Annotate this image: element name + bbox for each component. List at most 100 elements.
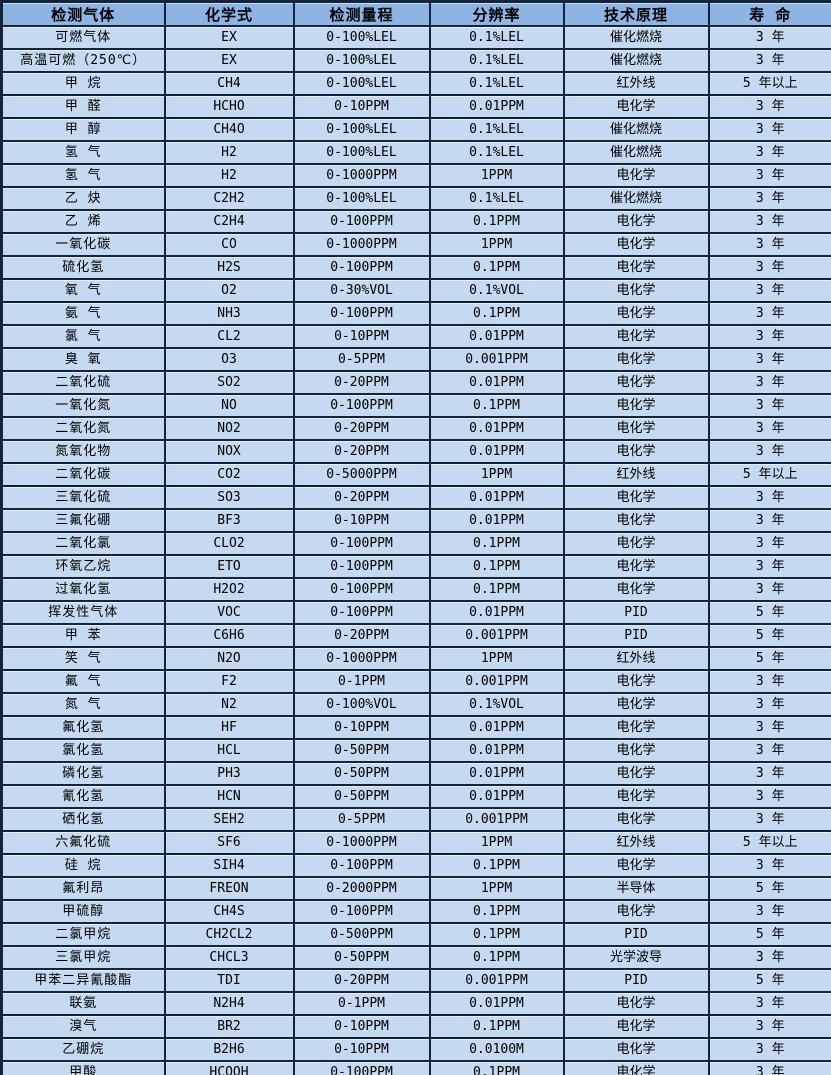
lifespan-cell: 3 年 [707,301,831,326]
gas-name-cell: 硫化氢 [0,255,166,280]
gas-name-cell: 笑 气 [0,646,166,671]
gas-name-cell: 二氧化碳 [0,462,166,487]
principle-cell: 催化燃烧 [562,25,710,50]
lifespan-cell: 3 年 [707,416,831,441]
gas-name-cell: 二氧化氮 [0,416,166,441]
resolution-cell: 0.1PPM [428,393,565,418]
range-cell: 0-1000PPM [292,646,431,671]
col-header-gas-name: 检测气体 [0,0,166,27]
lifespan-cell: 3 年 [707,738,831,763]
range-cell: 0-100%LEL [292,71,431,96]
range-cell: 0-20PPM [292,623,431,648]
resolution-cell: 0.1PPM [428,1060,565,1075]
gas-name-cell: 氨 气 [0,301,166,326]
formula-cell: HCN [163,784,295,809]
formula-cell: N2 [163,692,295,717]
principle-cell: 电化学 [562,439,710,464]
principle-cell: 电化学 [562,738,710,763]
table-row: 氢 气 H2 0-100%LEL 0.1%LEL 催化燃烧 3 年 [0,140,831,165]
resolution-cell: 0.1PPM [428,554,565,579]
formula-cell: CL2 [163,324,295,349]
principle-cell: PID [562,600,710,625]
gas-name-cell: 硒化氢 [0,807,166,832]
range-cell: 0-10PPM [292,1037,431,1062]
resolution-cell: 0.1%LEL [428,117,565,142]
gas-name-cell: 氟利昂 [0,876,166,901]
range-cell: 0-10PPM [292,324,431,349]
resolution-cell: 0.1%LEL [428,71,565,96]
formula-cell: NH3 [163,301,295,326]
gas-name-cell: 氧 气 [0,278,166,303]
gas-name-cell: 氢 气 [0,163,166,188]
resolution-cell: 1PPM [428,830,565,855]
table-row: 六氟化硫 SF6 0-1000PPM 1PPM 红外线 5 年以上 [0,830,831,855]
table-row: 磷化氢 PH3 0-50PPM 0.01PPM 电化学 3 年 [0,761,831,786]
gas-name-cell: 乙 烯 [0,209,166,234]
gas-name-cell: 甲 醛 [0,94,166,119]
principle-cell: 电化学 [562,255,710,280]
range-cell: 0-20PPM [292,370,431,395]
principle-cell: 催化燃烧 [562,117,710,142]
resolution-cell: 0.01PPM [428,416,565,441]
lifespan-cell: 3 年 [707,370,831,395]
lifespan-cell: 3 年 [707,991,831,1016]
range-cell: 0-100PPM [292,577,431,602]
resolution-cell: 0.01PPM [428,784,565,809]
table-row: 氧 气 O2 0-30%VOL 0.1%VOL 电化学 3 年 [0,278,831,303]
gas-name-cell: 氟 气 [0,669,166,694]
resolution-cell: 0.001PPM [428,347,565,372]
lifespan-cell: 3 年 [707,853,831,878]
gas-name-cell: 乙硼烷 [0,1037,166,1062]
formula-cell: CHCL3 [163,945,295,970]
gas-name-cell: 二氧化氯 [0,531,166,556]
principle-cell: 电化学 [562,370,710,395]
range-cell: 0-100%LEL [292,25,431,50]
formula-cell: HCOOH [163,1060,295,1075]
lifespan-cell: 3 年 [707,784,831,809]
formula-cell: CO [163,232,295,257]
table-row: 氢 气 H2 0-1000PPM 1PPM 电化学 3 年 [0,163,831,188]
lifespan-cell: 3 年 [707,692,831,717]
principle-cell: 电化学 [562,853,710,878]
lifespan-cell: 3 年 [707,117,831,142]
resolution-cell: 0.1%LEL [428,48,565,73]
table-row: 三氟化硼 BF3 0-10PPM 0.01PPM 电化学 3 年 [0,508,831,533]
range-cell: 0-100%LEL [292,117,431,142]
lifespan-cell: 3 年 [707,163,831,188]
table-row: 溴气 BR2 0-10PPM 0.1PPM 电化学 3 年 [0,1014,831,1039]
formula-cell: CH4O [163,117,295,142]
resolution-cell: 0.01PPM [428,94,565,119]
formula-cell: N2O [163,646,295,671]
lifespan-cell: 5 年 [707,876,831,901]
gas-name-cell: 甲硫醇 [0,899,166,924]
principle-cell: 电化学 [562,761,710,786]
principle-cell: 电化学 [562,1014,710,1039]
table-row: 二氧化碳 CO2 0-5000PPM 1PPM 红外线 5 年以上 [0,462,831,487]
lifespan-cell: 3 年 [707,485,831,510]
range-cell: 0-50PPM [292,761,431,786]
range-cell: 0-5PPM [292,347,431,372]
principle-cell: 电化学 [562,347,710,372]
range-cell: 0-100PPM [292,255,431,280]
range-cell: 0-1PPM [292,991,431,1016]
lifespan-cell: 5 年 [707,646,831,671]
resolution-cell: 0.1PPM [428,577,565,602]
table-row: 甲 烷 CH4 0-100%LEL 0.1%LEL 红外线 5 年以上 [0,71,831,96]
range-cell: 0-20PPM [292,416,431,441]
resolution-cell: 0.1PPM [428,209,565,234]
resolution-cell: 0.001PPM [428,807,565,832]
range-cell: 0-2000PPM [292,876,431,901]
range-cell: 0-10PPM [292,94,431,119]
gas-name-cell: 甲酸 [0,1060,166,1075]
range-cell: 0-100PPM [292,899,431,924]
gas-name-cell: 甲苯二异氰酸酯 [0,968,166,993]
formula-cell: SEH2 [163,807,295,832]
resolution-cell: 0.01PPM [428,370,565,395]
principle-cell: 电化学 [562,94,710,119]
table-row: 三氯甲烷 CHCL3 0-50PPM 0.1PPM 光学波导 3 年 [0,945,831,970]
gas-name-cell: 臭 氧 [0,347,166,372]
lifespan-cell: 3 年 [707,945,831,970]
table-row: 笑 气 N2O 0-1000PPM 1PPM 红外线 5 年 [0,646,831,671]
table-row: 甲硫醇 CH4S 0-100PPM 0.1PPM 电化学 3 年 [0,899,831,924]
principle-cell: 半导体 [562,876,710,901]
